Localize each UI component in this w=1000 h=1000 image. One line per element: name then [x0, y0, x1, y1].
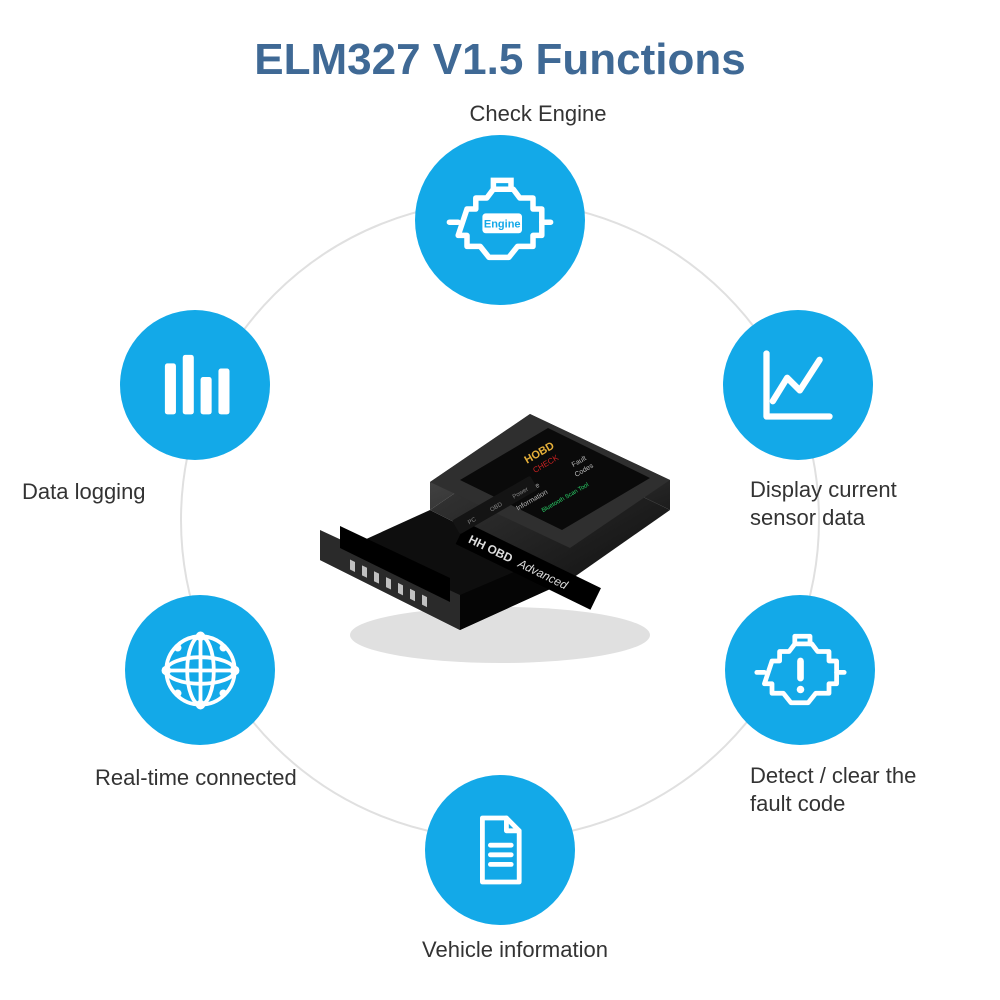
- feature-realtime-label: Real-time connected: [95, 764, 345, 792]
- feature-fault-code-label: Detect / clear the fault code: [750, 762, 980, 817]
- engine-alert-icon: [753, 623, 848, 718]
- engine-check-icon: Engine: [445, 165, 555, 275]
- feature-vehicle-info-label: Vehicle information: [405, 936, 625, 964]
- feature-realtime: [125, 595, 275, 745]
- feature-data-logging-label: Data logging: [22, 478, 222, 506]
- page-title: ELM327 V1.5 Functions: [0, 35, 1000, 85]
- feature-check-engine-label: Check Engine: [438, 100, 638, 128]
- feature-check-engine: Engine: [415, 135, 585, 305]
- svg-text:Engine: Engine: [484, 219, 521, 231]
- device-illustration: HOBD CHECK Realtime Fault Information Co…: [310, 370, 690, 670]
- feature-data-logging: [120, 310, 270, 460]
- line-chart-icon: [753, 340, 843, 430]
- feature-fault-code: [725, 595, 875, 745]
- document-icon: [460, 810, 540, 890]
- feature-vehicle-info: [425, 775, 575, 925]
- bars-icon: [153, 343, 238, 428]
- globe-icon: [153, 623, 248, 718]
- feature-sensor-data-label: Display current sensor data: [750, 476, 970, 531]
- feature-sensor-data: [723, 310, 873, 460]
